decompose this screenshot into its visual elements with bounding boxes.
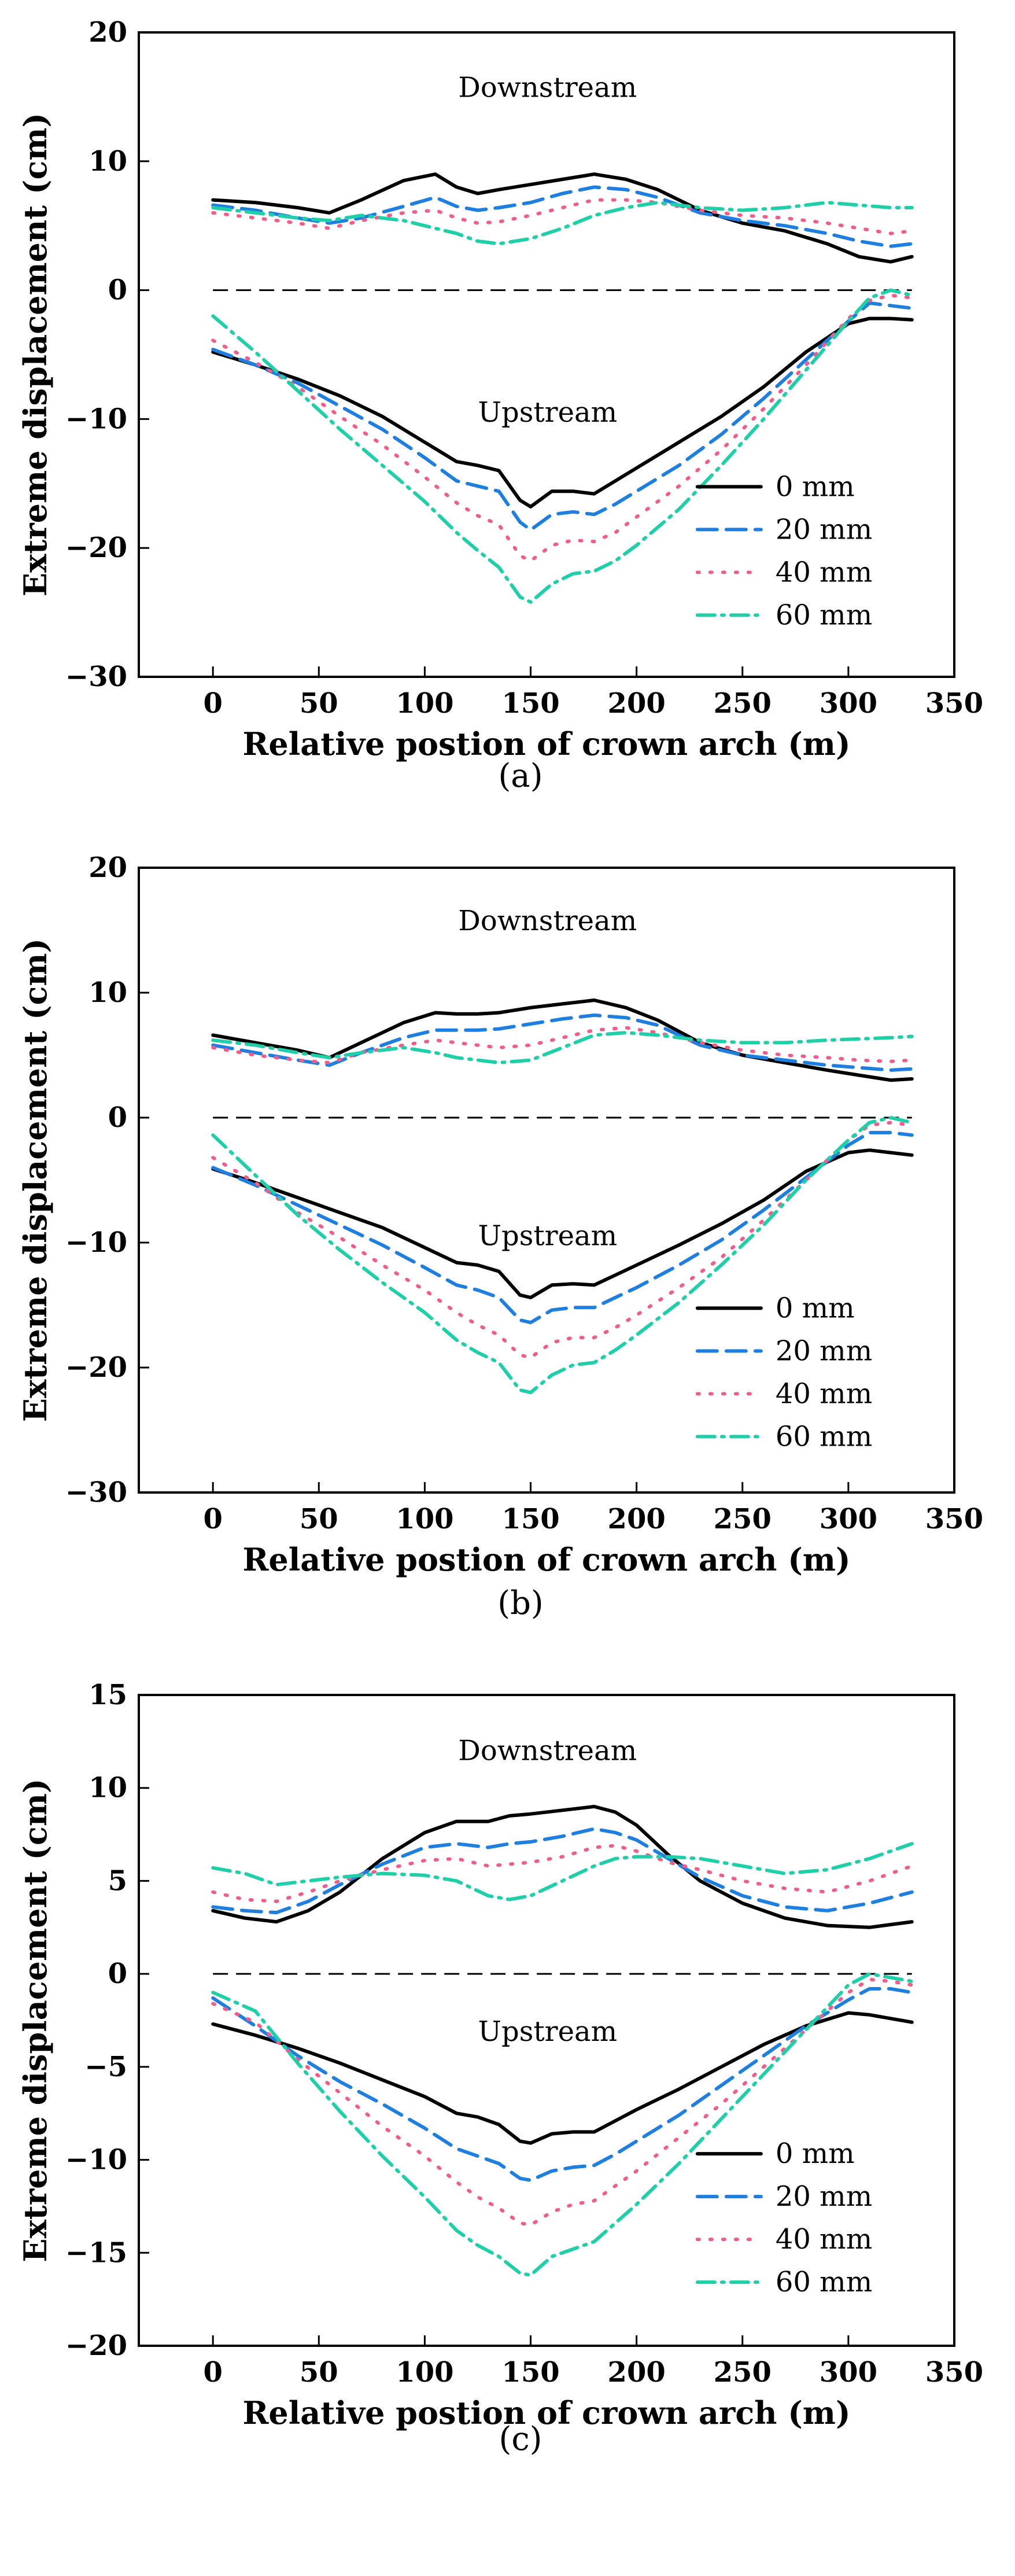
chart-2-legend-label: 40 mm: [776, 1377, 872, 1410]
chart-1-y-axis-label: Extreme displacement (cm): [17, 113, 54, 596]
chart-2-x-tick-label: 50: [300, 1503, 338, 1535]
chart-1-y-tick-label: −10: [65, 403, 127, 435]
chart-3-y-tick-label: 5: [108, 1864, 127, 1897]
chart-3-series-0mm-downstream: [211, 1804, 914, 1929]
chart-3-x-tick-label: 150: [501, 2356, 559, 2389]
chart-2-y-axis-label: Extreme displacement (cm): [17, 938, 54, 1422]
chart-1-legend-label: 60 mm: [776, 599, 872, 631]
chart-2-panel-caption: (b): [497, 1584, 544, 1622]
chart-1-x-tick-label: 50: [300, 687, 338, 720]
chart-2-y-tick-label: 20: [88, 852, 127, 884]
chart-3-x-tick-label: 200: [608, 2356, 666, 2389]
chart-1-y-tick-label: 20: [88, 16, 127, 49]
chart-1-series-20mm-upstream: [211, 301, 914, 532]
chart-3-series-40mm-downstream: [211, 1844, 914, 1903]
chart-1-x-tick-label: 100: [396, 687, 453, 720]
chart-2-y-tick-label: −20: [65, 1351, 127, 1384]
chart-2-series-40mm-upstream: [211, 1121, 914, 1359]
chart-1-annotation-upstream: Upstream: [478, 396, 618, 429]
chart-2-series-0mm-downstream: [211, 998, 914, 1082]
chart-3-annotation-upstream: Upstream: [478, 2015, 618, 2048]
chart-1-series-0mm-upstream: [211, 316, 914, 508]
chart-1-series-40mm-upstream: [211, 293, 914, 563]
chart-1-panel-caption: (a): [498, 757, 542, 795]
chart-2-legend-label: 0 mm: [776, 1292, 855, 1324]
chart-2-series-20mm-downstream: [211, 1013, 914, 1072]
chart-1-plot-frame: [138, 31, 955, 678]
chart-3-annotation-downstream: Downstream: [458, 1735, 637, 1767]
chart-3-x-tick-label: 100: [396, 2356, 453, 2389]
chart-2-y-tick-label: −30: [65, 1476, 127, 1509]
chart-3-y-tick-label: −15: [65, 2236, 127, 2269]
chart-2-series-60mm-upstream: [211, 1116, 914, 1395]
chart-2-x-tick-label: 0: [203, 1503, 222, 1535]
chart-3-y-axis-label: Extreme displacement (cm): [17, 1778, 54, 2262]
chart-2-x-tick-label: 150: [501, 1503, 559, 1535]
chart-3-y-tick-label: −20: [65, 2330, 127, 2362]
chart-3-x-axis-label: Relative postion of crown arch (m): [243, 2394, 851, 2431]
chart-2-y-tick-label: 0: [108, 1101, 127, 1134]
chart-1-y-tick-label: 0: [108, 274, 127, 307]
chart-1-x-tick-label: 250: [714, 687, 772, 720]
chart-2-annotation-upstream: Upstream: [478, 1219, 618, 1252]
chart-3-legend-label: 40 mm: [776, 2223, 872, 2256]
chart-3-y-tick-label: −5: [84, 2051, 127, 2083]
chart-1-x-tick-label: 150: [501, 687, 559, 720]
chart-3-x-tick-label: 50: [300, 2356, 338, 2389]
chart-2-y-tick-label: 10: [88, 976, 127, 1009]
chart-1-x-tick-label: 350: [925, 687, 983, 720]
chart-1-series-60mm-downstream: [211, 201, 914, 246]
chart-1-x-tick-label: 300: [820, 687, 877, 720]
chart-3-series-60mm-upstream: [211, 1972, 914, 2277]
chart-2-legend-label: 20 mm: [776, 1335, 872, 1367]
chart-3-x-tick-label: 0: [203, 2356, 222, 2389]
chart-1-series-20mm-downstream: [211, 185, 914, 248]
chart-1-y-tick-label: 10: [88, 145, 127, 178]
chart-3-y-tick-label: 15: [88, 1679, 127, 1711]
chart-3-series-20mm-downstream: [211, 1827, 914, 1915]
chart-1-legend-label: 40 mm: [776, 556, 872, 588]
chart-1-x-tick-label: 200: [608, 687, 666, 720]
chart-1-legend-label: 0 mm: [776, 470, 855, 503]
chart-2-annotation-downstream: Downstream: [458, 905, 637, 937]
chart-2-plot-frame: [138, 867, 955, 1494]
chart-1-y-tick-label: −30: [65, 661, 127, 693]
chart-3-legend-label: 20 mm: [776, 2180, 872, 2213]
chart-2-x-tick-label: 200: [608, 1503, 666, 1535]
chart-2-x-tick-label: 350: [925, 1503, 983, 1535]
chart-3-legend-label: 60 mm: [776, 2266, 872, 2298]
chart-3-plot-frame: [138, 1694, 955, 2347]
chart-1-x-axis-label: Relative postion of crown arch (m): [243, 725, 851, 762]
chart-2-series-60mm-downstream: [211, 1031, 914, 1064]
chart-2-series-0mm-upstream: [211, 1148, 914, 1299]
chart-2-legend-label: 60 mm: [776, 1420, 872, 1453]
chart-1-legend-label: 20 mm: [776, 513, 872, 546]
chart-1-series-0mm-downstream: [211, 172, 914, 264]
chart-1-annotation-downstream: Downstream: [458, 71, 637, 104]
chart-2-y-tick-label: −10: [65, 1226, 127, 1259]
chart-2-x-axis-label: Relative postion of crown arch (m): [243, 1541, 851, 1578]
chart-3-y-tick-label: 10: [88, 1772, 127, 1804]
chart-3-series-60mm-downstream: [211, 1842, 914, 1901]
chart-1-x-tick-label: 0: [203, 687, 222, 720]
chart-3-x-tick-label: 350: [925, 2356, 983, 2389]
chart-2-x-tick-label: 100: [396, 1503, 453, 1535]
chart-1-y-tick-label: −20: [65, 532, 127, 564]
chart-3-legend-label: 0 mm: [776, 2138, 855, 2170]
chart-3-y-tick-label: −10: [65, 2144, 127, 2176]
chart-2-x-tick-label: 300: [820, 1503, 877, 1535]
chart-1-series-60mm-upstream: [211, 288, 914, 604]
chart-2-x-tick-label: 250: [714, 1503, 772, 1535]
chart-3-y-tick-label: 0: [108, 1958, 127, 1990]
chart-3-x-tick-label: 300: [820, 2356, 877, 2389]
chart-3-x-tick-label: 250: [714, 2356, 772, 2389]
chart-3-panel-caption: (c): [499, 2420, 542, 2458]
